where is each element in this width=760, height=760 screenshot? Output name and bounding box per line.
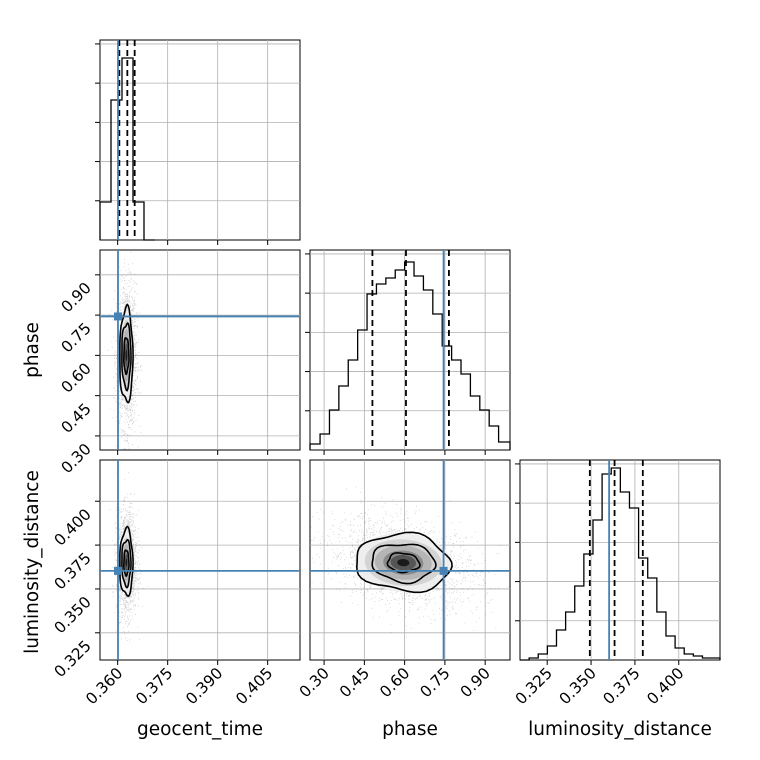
xlabel-luminosity_distance: luminosity_distance <box>528 719 712 740</box>
grid-hist-phase <box>310 250 510 450</box>
panel-hist-geocent_time <box>99 39 301 241</box>
truth-marker <box>439 566 448 575</box>
xtick-label-phase-3: 0.75 <box>417 664 454 701</box>
grid-hist-luminosity_distance <box>520 460 720 660</box>
truth-geocent_time-phase <box>100 250 300 450</box>
panel-geocent_time-vs-luminosity_distance <box>99 459 301 661</box>
ytick-label-luminosity_distance-3: 0.400 <box>51 505 95 549</box>
panel-geocent_time-vs-phase <box>99 249 301 451</box>
sample-points <box>310 486 510 638</box>
quantiles-phase <box>371 250 450 450</box>
ytick-label-phase-2: 0.60 <box>58 359 95 396</box>
xtick-label-phase-2: 0.60 <box>376 664 413 701</box>
xtick-label-phase-1: 0.45 <box>336 664 373 701</box>
density-geocent_time-luminosity_distance <box>109 472 149 643</box>
xlabel-phase: phase <box>382 719 438 740</box>
ylabel-luminosity_distance: luminosity_distance <box>22 470 43 654</box>
density-geocent_time-phase <box>107 252 143 450</box>
contour-1 <box>121 538 132 589</box>
ytick-label-phase-4: 0.90 <box>58 279 95 316</box>
ylabel-phase: phase <box>22 322 43 378</box>
panel-phase-vs-luminosity_distance <box>309 459 511 661</box>
xlabel-geocent_time: geocent_time <box>137 719 263 740</box>
histogram-step-geocent_time <box>99 57 155 241</box>
truth-marker <box>114 312 122 321</box>
panel-hist-luminosity_distance <box>519 459 721 661</box>
xtick-label-geocent_time-0: 0.360 <box>82 664 126 708</box>
ytick-label-luminosity_distance-2: 0.375 <box>51 549 95 593</box>
xtick-label-geocent_time-1: 0.375 <box>132 664 176 708</box>
contour-1 <box>121 322 132 392</box>
truth-marker <box>114 566 122 575</box>
contour-0 <box>122 337 130 376</box>
density-body <box>107 252 143 450</box>
density-body <box>109 472 149 643</box>
xtick-label-luminosity_distance-3: 0.400 <box>643 664 687 708</box>
density-level-5 <box>125 558 128 567</box>
ytick-label-luminosity_distance-0: 0.325 <box>51 637 95 681</box>
contour-2 <box>119 525 134 598</box>
panel-hist-phase <box>309 249 511 451</box>
ytick-label-phase-0: 0.30 <box>58 440 95 477</box>
xtick-label-luminosity_distance-0: 0.325 <box>512 664 556 708</box>
xtick-label-geocent_time-3: 0.405 <box>232 664 276 708</box>
truth-phase-luminosity_distance <box>310 460 510 660</box>
xtick-label-phase-4: 0.90 <box>457 664 494 701</box>
xtick-label-geocent_time-2: 0.390 <box>182 664 226 708</box>
ytick-label-luminosity_distance-1: 0.350 <box>51 593 95 637</box>
xtick-label-luminosity_distance-2: 0.375 <box>600 664 644 708</box>
xtick-label-phase-0: 0.30 <box>296 664 333 701</box>
histogram-luminosity_distance <box>520 467 721 661</box>
density-level-5 <box>125 349 128 361</box>
contour-2 <box>355 531 453 594</box>
truth-geocent_time-luminosity_distance <box>100 460 300 660</box>
histogram-step-phase <box>309 261 511 450</box>
density-level-5 <box>397 558 410 567</box>
contour-0 <box>122 549 130 578</box>
ytick-label-phase-1: 0.45 <box>58 400 95 437</box>
contour-2 <box>119 303 134 404</box>
contour-1 <box>371 543 437 585</box>
quantiles-luminosity_distance <box>588 460 644 660</box>
quantiles-geocent_time <box>118 40 136 240</box>
histogram-step-luminosity_distance <box>520 467 721 661</box>
xtick-label-luminosity_distance-1: 0.350 <box>556 664 600 708</box>
ytick-label-phase-3: 0.75 <box>58 319 95 356</box>
histogram-phase <box>309 261 511 450</box>
histogram-geocent_time <box>99 57 155 241</box>
